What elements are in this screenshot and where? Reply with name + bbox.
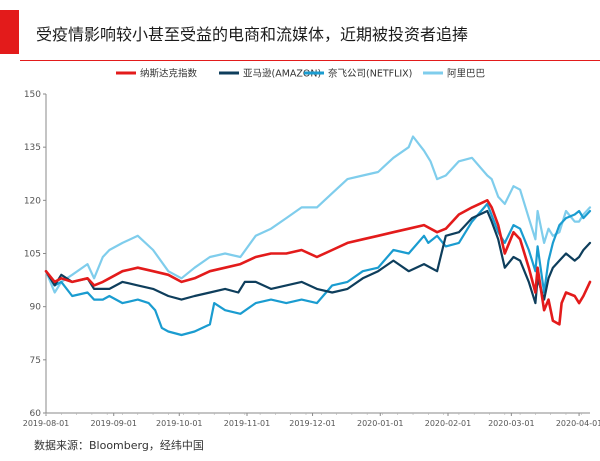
x-tick-label: 2020-04-01 <box>556 419 600 428</box>
legend-label: 亚马逊(AMAZON) <box>243 69 321 80</box>
y-tick-label: 135 <box>24 143 41 153</box>
series-line <box>44 202 592 337</box>
x-tick-label: 2020-03-01 <box>488 419 535 428</box>
title-bar: 受疫情影响较小甚至受益的电商和流媒体，近期被投资者追捧 <box>0 10 600 61</box>
chart-title: 受疫情影响较小甚至受益的电商和流媒体，近期被投资者追捧 <box>36 25 469 44</box>
y-tick-label: 75 <box>30 356 41 366</box>
x-tick-label: 2019-10-01 <box>156 419 203 428</box>
y-tick-label: 90 <box>30 303 42 313</box>
legend-label: 阿里巴巴 <box>447 69 485 80</box>
x-tick-label: 2019-11-01 <box>224 419 271 428</box>
y-tick-label: 120 <box>24 196 41 206</box>
series-group <box>44 135 592 337</box>
x-tick-label: 2020-01-01 <box>357 419 404 428</box>
legend-label: 纳斯达克指数 <box>140 68 198 80</box>
x-tick-label: 2019-09-01 <box>90 419 137 428</box>
axes: 60 75 90 105 120 135 150 2019-08-01 2019-09-01 20… <box>23 90 600 428</box>
source-note: 数据来源：Bloomberg，经纬中国 <box>34 439 204 452</box>
x-tick-label: 2020-02-01 <box>425 419 472 428</box>
y-tick-label: 150 <box>24 90 41 100</box>
legend: 纳斯达克指数 亚马逊(AMAZON) 奈飞公司(NETFLIX) 阿里巴巴 <box>116 68 485 80</box>
line-chart: 纳斯达克指数 亚马逊(AMAZON) 奈飞公司(NETFLIX) 阿里巴巴 60 75 9… <box>23 68 600 429</box>
series-line <box>44 199 592 326</box>
title-accent-block <box>0 10 19 54</box>
y-tick-label: 105 <box>24 250 41 260</box>
x-tick-label: 2019-12-01 <box>289 419 336 428</box>
y-tick-label: 60 <box>30 409 42 419</box>
legend-label: 奈飞公司(NETFLIX) <box>328 68 412 80</box>
x-tick-label: 2019-08-01 <box>23 419 70 428</box>
series-line <box>44 135 592 294</box>
title-underline <box>20 60 600 61</box>
